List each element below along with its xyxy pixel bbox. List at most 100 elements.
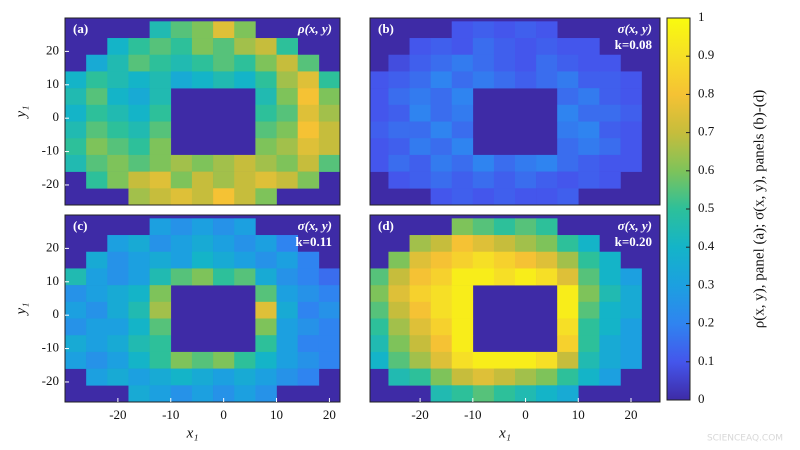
heatmap-cell — [536, 21, 558, 39]
heatmap-cell — [472, 38, 495, 56]
heatmap-cell — [388, 301, 410, 319]
heatmap-cell — [493, 154, 516, 172]
heatmap-cell — [557, 368, 579, 386]
heatmap-cell — [536, 251, 558, 269]
heatmap-cell — [213, 188, 235, 205]
heatmap-cell — [388, 335, 410, 353]
heatmap-cell — [128, 154, 150, 172]
panel-label: (b) — [378, 21, 394, 36]
heatmap-cell — [370, 154, 389, 172]
y-tick-label: 10 — [46, 76, 59, 91]
heatmap-cell — [213, 351, 235, 369]
heatmap-cell — [493, 218, 516, 236]
heatmap-cell — [557, 301, 579, 319]
heatmap-cell — [388, 71, 410, 89]
heatmap-cell — [370, 71, 389, 89]
y-tick-label: -20 — [42, 176, 59, 191]
heatmap-cell — [318, 351, 340, 369]
heatmap-cell — [472, 351, 495, 369]
heatmap-cell — [107, 154, 129, 172]
heatmap-cell — [255, 351, 277, 369]
heatmap-cell — [107, 138, 129, 156]
heatmap-cell — [255, 335, 277, 353]
heatmap-cell — [86, 54, 108, 72]
heatmap-cell — [536, 154, 558, 172]
plot-frame — [369, 214, 661, 403]
heatmap-cell — [213, 235, 235, 253]
heatmap-cell — [430, 171, 453, 189]
heatmap-cell — [472, 268, 495, 286]
colorbar-tick-label: 1 — [698, 9, 705, 24]
heatmap-cell — [318, 268, 340, 286]
panel-label: (a) — [73, 21, 88, 36]
heatmap-cell — [557, 104, 579, 122]
heatmap-cell — [255, 251, 277, 269]
heatmap-cell — [409, 138, 431, 156]
heatmap-cell — [255, 38, 277, 56]
heatmap-cell — [557, 235, 579, 253]
y-tick-label: 20 — [46, 239, 59, 254]
heatmap-cell — [451, 235, 474, 253]
heatmap-cell — [515, 171, 537, 189]
heatmap-cell — [65, 88, 87, 106]
heatmap-cell — [255, 138, 277, 156]
heatmap-cell — [65, 138, 87, 156]
heatmap-cell — [370, 351, 389, 369]
heatmap-cell — [107, 301, 129, 319]
y-tick-label: 10 — [46, 273, 59, 288]
heatmap-cell — [599, 335, 621, 353]
heatmap-cell — [255, 188, 277, 205]
heatmap-cell — [255, 104, 277, 122]
heatmap-cell — [599, 171, 621, 189]
heatmap-cell — [409, 268, 431, 286]
y-tick-label: -20 — [42, 373, 59, 388]
heatmap-cell — [370, 285, 389, 303]
heatmap-cell — [170, 38, 193, 56]
heatmap-cell — [276, 318, 298, 336]
heatmap-cell — [149, 285, 172, 303]
heatmap-cell — [557, 251, 579, 269]
heatmap-cell — [578, 268, 600, 286]
heatmap-cell — [128, 385, 150, 402]
heatmap-cell — [255, 385, 277, 402]
heatmap-cell — [318, 154, 340, 172]
panel-label: (d) — [378, 218, 394, 233]
heatmap-cell — [149, 251, 172, 269]
heatmap-cell — [599, 268, 621, 286]
heatmap-cell — [430, 104, 453, 122]
heatmap-cell — [409, 154, 431, 172]
heatmap-cell — [149, 301, 172, 319]
heatmap-cell — [557, 154, 579, 172]
heatmap-cell — [599, 251, 621, 269]
heatmap-cell — [620, 268, 642, 286]
heatmap-cell — [128, 54, 150, 72]
heatmap-cell — [536, 235, 558, 253]
y-tick-label: 20 — [46, 42, 59, 57]
heatmap-cell — [578, 171, 600, 189]
heatmap-cell — [107, 318, 129, 336]
heatmap-cell — [297, 171, 320, 189]
heatmap-cell — [86, 251, 108, 269]
heatmap-cell — [557, 121, 579, 139]
heatmap-cell — [213, 385, 235, 402]
heatmap-cell — [599, 301, 621, 319]
heatmap-cell — [128, 335, 150, 353]
heatmap-cell — [515, 235, 537, 253]
heatmap-cell — [234, 38, 256, 56]
heatmap-cell — [430, 138, 453, 156]
plot-frame — [64, 17, 341, 206]
heatmap-cell — [297, 71, 320, 89]
heatmap-cell — [318, 285, 340, 303]
heatmap-cell — [86, 88, 108, 106]
heatmap-cell — [65, 285, 87, 303]
panel-label: (c) — [73, 218, 87, 233]
heatmap-cell — [86, 351, 108, 369]
heatmap-cell — [255, 318, 277, 336]
heatmap-cell — [472, 171, 495, 189]
x-tick-label: -20 — [411, 407, 428, 422]
heatmap-cell — [388, 318, 410, 336]
heatmap-cell — [107, 268, 129, 286]
heatmap-cell — [430, 285, 453, 303]
heatmap-cell — [86, 268, 108, 286]
heatmap-cell — [451, 188, 474, 205]
